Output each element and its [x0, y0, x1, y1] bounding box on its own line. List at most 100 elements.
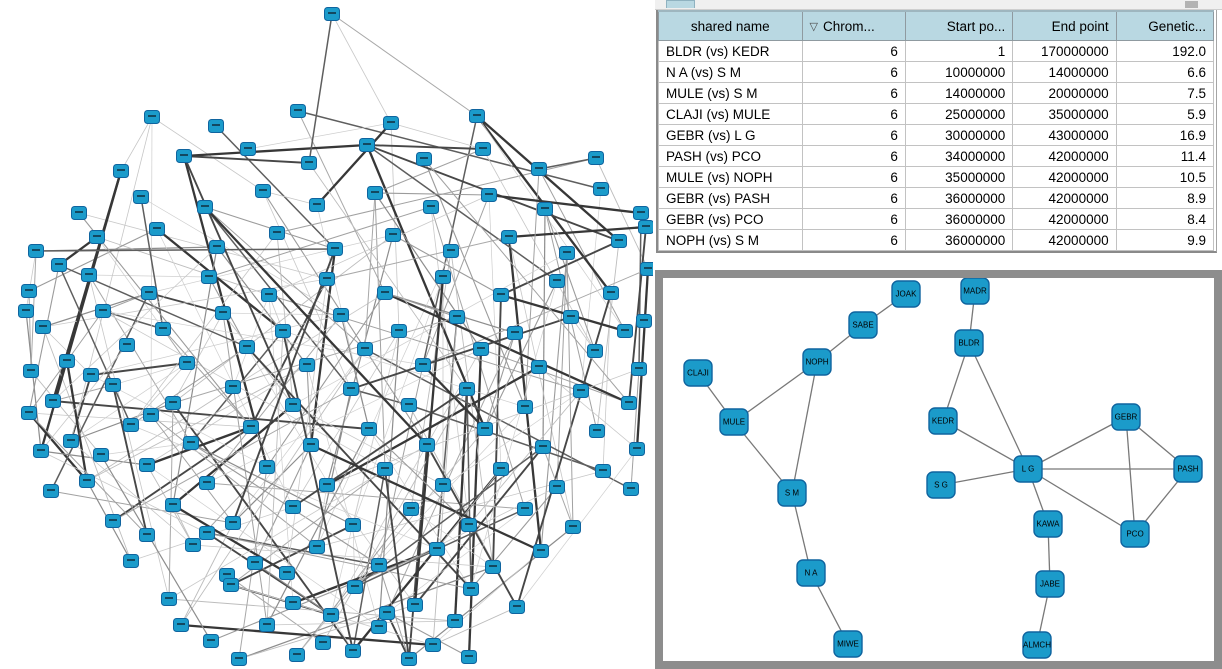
network-node[interactable]: [447, 614, 463, 628]
network-node[interactable]: [231, 652, 247, 666]
cell-value[interactable]: 11.4: [1115, 145, 1215, 167]
cell-value[interactable]: 6.6: [1115, 61, 1215, 83]
network-node[interactable]: [199, 476, 215, 490]
cell-value[interactable]: 9.9: [1115, 229, 1215, 251]
network-node[interactable]: [403, 502, 419, 516]
network-node[interactable]: [59, 354, 75, 368]
cell-shared-name[interactable]: GEBR (vs) L G: [658, 124, 803, 146]
network-node[interactable]: [105, 378, 121, 392]
network-node[interactable]: [149, 222, 165, 236]
network-node-pco[interactable]: PCO: [1120, 520, 1150, 548]
network-node[interactable]: [123, 418, 139, 432]
network-node[interactable]: [461, 650, 477, 664]
network-node[interactable]: [259, 460, 275, 474]
network-node[interactable]: [595, 464, 611, 478]
network-node[interactable]: [35, 320, 51, 334]
network-node[interactable]: [95, 304, 111, 318]
network-node[interactable]: [183, 436, 199, 450]
network-node[interactable]: [640, 262, 654, 276]
network-node[interactable]: [139, 528, 155, 542]
network-node[interactable]: [324, 7, 340, 21]
network-node[interactable]: [379, 606, 395, 620]
cell-value[interactable]: 42000000: [1012, 166, 1117, 188]
network-node[interactable]: [611, 234, 627, 248]
col-chromosome[interactable]: ▽ Chrom...: [801, 10, 906, 41]
cell-value[interactable]: 6: [801, 40, 906, 62]
network-node[interactable]: [463, 582, 479, 596]
table-row[interactable]: GEBR (vs) L G 6 30000000 43000000 16.9: [658, 124, 1215, 146]
cell-value[interactable]: 6: [801, 103, 906, 125]
network-node[interactable]: [565, 520, 581, 534]
network-node[interactable]: [449, 310, 465, 324]
network-node[interactable]: [63, 434, 79, 448]
cell-shared-name[interactable]: NOPH (vs) S M: [658, 229, 803, 251]
cell-value[interactable]: 170000000: [1012, 40, 1117, 62]
network-node[interactable]: [343, 382, 359, 396]
cell-shared-name[interactable]: MULE (vs) S M: [658, 82, 803, 104]
network-node[interactable]: [481, 188, 497, 202]
network-node-pash[interactable]: PASH: [1173, 455, 1203, 483]
cell-value[interactable]: 192.0: [1115, 40, 1215, 62]
table-tab-fragment[interactable]: [666, 0, 695, 8]
network-node[interactable]: [123, 554, 139, 568]
network-node-l-g[interactable]: L G: [1013, 455, 1043, 483]
network-node[interactable]: [623, 482, 639, 496]
network-node[interactable]: [631, 362, 647, 376]
network-node[interactable]: [173, 618, 189, 632]
filter-icon[interactable]: ▽: [809, 20, 818, 33]
network-node[interactable]: [469, 109, 485, 123]
network-node[interactable]: [531, 162, 547, 176]
network-node[interactable]: [139, 458, 155, 472]
network-node[interactable]: [461, 518, 477, 532]
col-genetic[interactable]: Genetic...: [1115, 10, 1215, 41]
network-node[interactable]: [535, 440, 551, 454]
network-node[interactable]: [425, 638, 441, 652]
network-node[interactable]: [401, 652, 417, 666]
cell-value[interactable]: 16.9: [1115, 124, 1215, 146]
network-node[interactable]: [435, 478, 451, 492]
table-row[interactable]: GEBR (vs) PASH 6 36000000 42000000 8.9: [658, 187, 1215, 209]
cell-value[interactable]: 42000000: [1012, 145, 1117, 167]
cell-value[interactable]: 6: [801, 229, 906, 251]
network-node[interactable]: [371, 558, 387, 572]
cell-value[interactable]: 10.5: [1115, 166, 1215, 188]
network-node[interactable]: [93, 448, 109, 462]
cell-value[interactable]: 6: [801, 145, 906, 167]
network-node[interactable]: [593, 182, 609, 196]
network-node-bldr[interactable]: BLDR: [954, 329, 984, 357]
network-node-s-m[interactable]: S M: [777, 479, 807, 507]
cell-shared-name[interactable]: GEBR (vs) PCO: [658, 208, 803, 230]
network-node[interactable]: [517, 502, 533, 516]
network-node[interactable]: [435, 270, 451, 284]
network-node[interactable]: [359, 138, 375, 152]
network-node-sabe[interactable]: SABE: [848, 311, 878, 339]
network-node[interactable]: [143, 408, 159, 422]
network-node[interactable]: [255, 184, 271, 198]
col-end-point[interactable]: End point: [1012, 10, 1117, 41]
network-node[interactable]: [617, 324, 633, 338]
cell-value[interactable]: 6: [801, 124, 906, 146]
network-node[interactable]: [45, 394, 61, 408]
network-node-claji[interactable]: CLAJI: [683, 359, 713, 387]
network-node[interactable]: [475, 142, 491, 156]
network-node[interactable]: [261, 288, 277, 302]
network-node[interactable]: [385, 228, 401, 242]
network-node[interactable]: [429, 542, 445, 556]
cell-value[interactable]: 6: [801, 208, 906, 230]
table-row[interactable]: PASH (vs) PCO 6 34000000 42000000 11.4: [658, 145, 1215, 167]
network-node[interactable]: [79, 474, 95, 488]
network-node[interactable]: [185, 538, 201, 552]
network-node[interactable]: [247, 556, 263, 570]
network-node[interactable]: [203, 634, 219, 648]
network-node[interactable]: [357, 342, 373, 356]
network-node[interactable]: [509, 600, 525, 614]
network-node[interactable]: [573, 384, 589, 398]
cell-value[interactable]: 10000000: [904, 61, 1014, 83]
cell-value[interactable]: 8.9: [1115, 187, 1215, 209]
main-network-canvas[interactable]: [0, 0, 653, 669]
cell-value[interactable]: 36000000: [904, 187, 1014, 209]
network-node[interactable]: [443, 244, 459, 258]
network-node[interactable]: [407, 598, 423, 612]
network-node[interactable]: [549, 274, 565, 288]
table-row[interactable]: N A (vs) S M 6 10000000 14000000 6.6: [658, 61, 1215, 83]
